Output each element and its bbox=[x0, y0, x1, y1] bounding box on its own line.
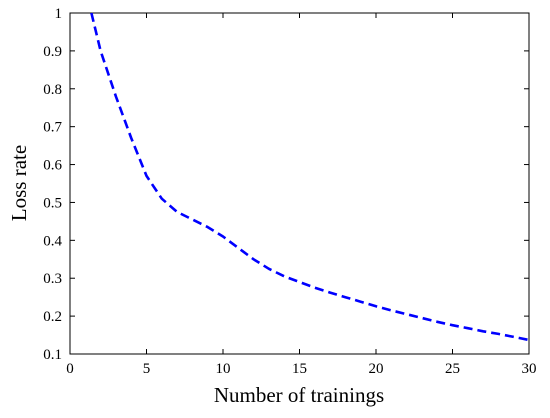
y-tick-label: 0.8 bbox=[43, 82, 62, 98]
y-axis-label: Loss rate bbox=[7, 145, 31, 221]
series-layer bbox=[90, 12, 530, 342]
y-tick-label: 0.4 bbox=[43, 233, 62, 249]
plot-area bbox=[69, 12, 530, 355]
y-tick-label: 0.2 bbox=[43, 309, 62, 325]
x-axis-label: Number of trainings bbox=[214, 383, 384, 407]
y-tick-label: 1 bbox=[55, 6, 63, 22]
x-tick-label: 10 bbox=[216, 361, 231, 377]
series-line-0 bbox=[90, 12, 530, 342]
x-tick-label: 15 bbox=[292, 361, 307, 377]
y-tick-label: 0.6 bbox=[43, 158, 62, 174]
x-tick-label: 25 bbox=[445, 361, 460, 377]
y-axis-ticks: 0.1 0.2 0.3 0.4 0.5 0.6 0.7 0.8 0.9 1 bbox=[43, 6, 529, 363]
y-tick-label: 0.9 bbox=[43, 44, 62, 60]
y-tick-label: 0.3 bbox=[43, 271, 62, 287]
x-tick-label: 30 bbox=[522, 361, 537, 377]
x-tick-label: 20 bbox=[369, 361, 384, 377]
x-tick-label: 5 bbox=[143, 361, 151, 377]
x-tick-label: 0 bbox=[66, 361, 74, 377]
y-tick-label: 0.5 bbox=[43, 195, 62, 211]
x-axis-ticks: 0 5 10 15 20 25 30 bbox=[66, 13, 537, 377]
y-tick-label: 0.7 bbox=[43, 120, 62, 136]
y-tick-label: 0.1 bbox=[43, 347, 62, 363]
